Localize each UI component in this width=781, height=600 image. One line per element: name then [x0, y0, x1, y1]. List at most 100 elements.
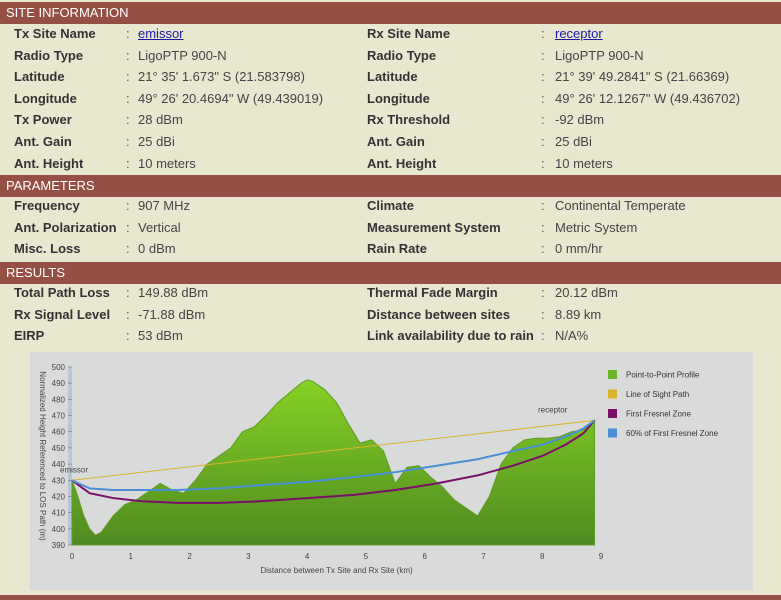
- info-row: Rx Signal Level: -71.88 dBm Distance betwe…: [0, 307, 781, 328]
- colon-separator: :: [126, 69, 130, 85]
- x-tick-label: 7: [481, 552, 486, 561]
- legend-swatch: [608, 370, 617, 379]
- field-label: Measurement System: [367, 219, 501, 235]
- colon-separator: :: [541, 69, 545, 85]
- receptor-annotation: receptor: [538, 405, 568, 414]
- colon-separator: :: [126, 112, 130, 128]
- y-tick-label: 440: [52, 460, 66, 469]
- field-label: Tx Power: [14, 112, 72, 128]
- field-value: Vertical: [138, 219, 181, 235]
- field-label: Rx Site Name: [367, 26, 451, 41]
- field-label: Radio Type: [14, 47, 84, 63]
- field-label: Ant. Gain: [367, 134, 425, 149]
- y-tick-label: 400: [52, 525, 66, 534]
- info-row: Ant. Height:10 meters Ant. Height:10 mete…: [0, 156, 781, 177]
- field-value: 49° 26' 20.4694" W (49.439019): [138, 90, 324, 106]
- y-tick-label: 500: [52, 363, 66, 372]
- info-row: Ant. Polarization: Vertical Measurement Sy…: [0, 220, 781, 241]
- tx-site-name-link[interactable]: emissor: [138, 26, 184, 41]
- y-axis-title: Normalized Height Referenced to LOS Path…: [38, 371, 47, 541]
- y-axis-strip: [68, 367, 72, 545]
- field-value: 21° 35' 1.673" S (21.583798): [138, 69, 305, 85]
- colon-separator: :: [541, 26, 545, 41]
- x-axis-title: Distance between Tx Site and Rx Site (km…: [260, 566, 413, 575]
- colon-separator: :: [126, 241, 130, 257]
- field-value: 0 dBm: [138, 241, 176, 257]
- site-information-header: SITE INFORMATION: [0, 2, 781, 24]
- info-row: Frequency:907 MHz Climate: Continental Tem…: [0, 198, 781, 219]
- field-label: EIRP: [14, 328, 45, 344]
- colon-separator: :: [541, 241, 545, 257]
- field-label: Rx Signal Level: [14, 306, 111, 322]
- legend-label: Line of Sight Path: [626, 390, 689, 399]
- y-tick-label: 390: [52, 541, 66, 550]
- colon-separator: :: [541, 47, 545, 63]
- field-value: Continental Temperate: [555, 198, 686, 213]
- field-label: Latitude: [367, 69, 418, 85]
- x-tick-label: 4: [305, 552, 310, 561]
- field-label: Ant. Gain: [14, 134, 72, 149]
- field-label: Ant. Polarization: [14, 219, 117, 235]
- y-tick-label: 430: [52, 476, 66, 485]
- x-tick-label: 6: [422, 552, 427, 561]
- field-label: Climate: [367, 198, 414, 213]
- field-label: Ant. Height: [14, 155, 84, 171]
- y-tick-label: 480: [52, 395, 66, 404]
- profile-chart-svg: 390 400 410 420 430 440 450 460 470 480 490 500 0 1 2 3…: [30, 352, 753, 590]
- field-value: 10 meters: [555, 155, 613, 171]
- info-row: Total Path Loss:149.88 dBm Thermal Fade M…: [0, 285, 781, 306]
- legend-swatch: [608, 389, 617, 399]
- info-row: Longitude:49° 26' 20.4694" W (49.439019)…: [0, 91, 781, 112]
- info-row: Latitude:21° 35' 1.673" S (21.583798) Lat…: [0, 69, 781, 90]
- colon-separator: :: [126, 306, 130, 322]
- colon-separator: :: [126, 26, 130, 41]
- colon-separator: :: [541, 90, 545, 106]
- field-label: Ant. Height: [367, 155, 437, 171]
- x-tick-label: 3: [246, 552, 251, 561]
- colon-separator: :: [541, 306, 545, 322]
- field-value: 0 mm/hr: [555, 241, 603, 257]
- field-value: 10 meters: [138, 155, 196, 171]
- bottom-bar: [0, 595, 781, 600]
- field-label: Radio Type: [367, 47, 437, 63]
- y-tick-label: 490: [52, 379, 66, 388]
- colon-separator: :: [126, 285, 130, 300]
- info-row: Tx Site Name: emissor Rx Site Name: recepto…: [0, 26, 781, 47]
- info-row: Radio Type: LigoPTP 900-N Radio Type: LigoP…: [0, 48, 781, 69]
- colon-separator: :: [126, 198, 130, 213]
- y-tick-label: 410: [52, 509, 66, 518]
- y-tick-label: 420: [52, 492, 66, 501]
- y-tick-label: 450: [52, 444, 66, 453]
- field-value: 8.89 km: [555, 306, 602, 322]
- field-label: Tx Site Name: [14, 26, 96, 41]
- colon-separator: :: [541, 328, 545, 344]
- field-label: Longitude: [367, 90, 430, 106]
- field-label: Latitude: [14, 69, 65, 85]
- info-row: Ant. Gain:25 dBi Ant. Gain:25 dBi: [0, 134, 781, 155]
- field-label: Misc. Loss: [14, 241, 81, 257]
- emissor-annotation: emissor: [60, 465, 88, 474]
- field-value: -71.88 dBm: [138, 306, 206, 322]
- field-value: N/A%: [555, 328, 589, 344]
- x-tick-label: 2: [187, 552, 192, 561]
- field-label: Thermal Fade Margin: [367, 285, 498, 300]
- field-value: 28 dBm: [138, 112, 183, 128]
- rx-site-name-link[interactable]: receptor: [555, 26, 603, 41]
- colon-separator: :: [126, 90, 130, 106]
- field-label: Longitude: [14, 90, 77, 106]
- colon-separator: :: [126, 219, 130, 235]
- legend-label: 60% of First Fresnel Zone: [626, 429, 719, 438]
- colon-separator: :: [541, 134, 545, 149]
- field-value: 25 dBi: [138, 134, 175, 149]
- field-value: LigoPTP 900-N: [138, 47, 227, 63]
- line-of-sight-series: [71, 419, 595, 481]
- field-value: Metric System: [555, 219, 638, 235]
- colon-separator: :: [126, 134, 130, 149]
- parameters-header: PARAMETERS: [0, 175, 781, 197]
- y-tick-label: 470: [52, 412, 66, 421]
- colon-separator: :: [541, 155, 545, 171]
- field-label: Link availability due to rain: [367, 328, 534, 344]
- x-tick-label: 0: [70, 552, 75, 561]
- field-value: 20.12 dBm: [555, 285, 618, 300]
- field-label: Frequency: [14, 198, 80, 213]
